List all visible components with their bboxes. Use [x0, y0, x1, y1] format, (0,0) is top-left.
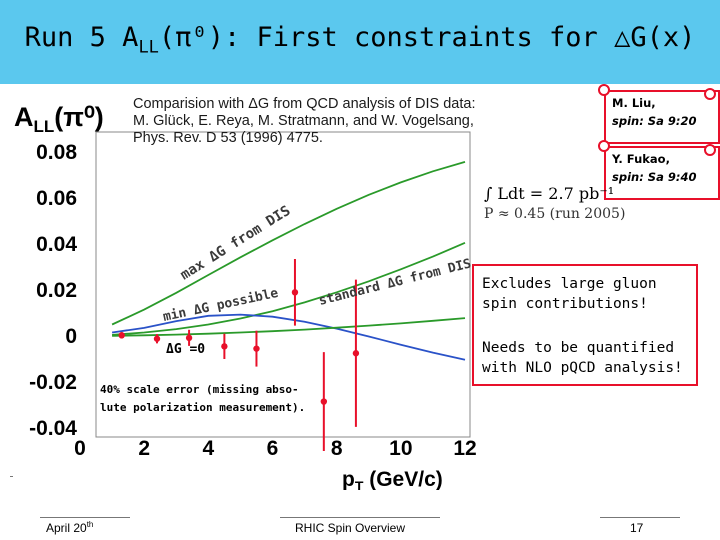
x-tick-label: 0: [74, 437, 86, 460]
luminosity-note: ∫ Ldt = 2.7 pb⁻¹ P ≈ 0.45 (run 2005): [484, 184, 625, 224]
theory-curve: [111, 161, 466, 326]
data-point: [291, 289, 299, 296]
speaker-1-tab-side: [704, 88, 716, 100]
y-tick-labels: 0.08 0.06 0.04 0.02 0 -0.02 -0.04: [29, 141, 77, 440]
y-tick-label: 0.04: [36, 233, 77, 256]
zero-dg-label: ΔG =0: [166, 342, 205, 357]
speaker-box-1: M. Liu, spin: Sa 9:20: [604, 90, 720, 144]
speaker-1-time: spin: Sa 9:20: [612, 114, 697, 128]
x-tick-labels: 0 2 4 6 8 10 12: [74, 437, 477, 460]
theory-curve: [112, 241, 466, 336]
integrated-luminosity: ∫ Ldt = 2.7 pb⁻¹: [484, 184, 615, 203]
footer-line-left: [40, 517, 130, 518]
footer-title: RHIC Spin Overview: [294, 521, 406, 535]
x-axis-label: pT (GeV/c): [342, 468, 443, 490]
title-subscript: LL: [138, 37, 159, 58]
reference-text: Comparision with ΔG from QCD analysis of…: [133, 96, 476, 146]
theory-curve: [111, 313, 466, 361]
data-point: [320, 398, 328, 405]
theory-curve: [112, 317, 466, 337]
x-tick-label: 6: [267, 437, 279, 460]
data-points: [118, 258, 360, 451]
title-bar: [0, 0, 720, 84]
speaker-2-tab-top: [598, 140, 610, 152]
conclusion-text-2: Needs to be quantified with NLO pQCD ana…: [482, 340, 683, 376]
data-point: [352, 350, 360, 357]
title-main: Run 5 A: [24, 22, 139, 53]
small-mark: [10, 476, 13, 477]
speaker-2-name: Y. Fukao,: [612, 152, 670, 166]
y-tick-label: -0.02: [29, 371, 77, 394]
conclusion-box: [472, 264, 698, 386]
data-point: [221, 343, 228, 350]
y-tick-label: 0.06: [36, 187, 77, 210]
y-tick-label: 0.08: [36, 141, 77, 164]
y-tick-label: 0.02: [36, 279, 77, 302]
slide-title: Run 5 ALL(π⁰): First constraints for △G(…: [0, 22, 720, 57]
footer-line-right: [600, 517, 680, 518]
x-tick-label: 10: [389, 437, 412, 460]
data-point: [253, 345, 260, 352]
speaker-2-time: spin: Sa 9:40: [612, 170, 697, 184]
data-point: [185, 334, 193, 342]
speaker-2-tab-side: [704, 144, 716, 156]
data-point: [118, 332, 125, 339]
conclusion-text-1: Excludes large gluon spin contributions!: [482, 276, 657, 312]
footer-date: April 20th: [46, 520, 94, 535]
speaker-1-name: M. Liu,: [612, 96, 656, 110]
page-number: 17: [630, 521, 644, 535]
scale-error-note-line1: 40% scale error (missing abso-: [100, 383, 299, 396]
scale-error-note-line2: lute polarization measurement).: [100, 401, 305, 414]
polarization: P ≈ 0.45 (run 2005): [484, 206, 626, 222]
x-tick-label: 8: [331, 437, 343, 460]
speaker-box-2: Y. Fukao, spin: Sa 9:40: [604, 146, 720, 200]
x-tick-label: 12: [453, 437, 476, 460]
data-point: [153, 335, 161, 342]
theory-curves: [111, 161, 466, 361]
x-tick-label: 2: [138, 437, 150, 460]
title-rest: (π⁰): First constraints for △G(x): [158, 22, 696, 53]
asymmetry-plot: 0.08 0.06 0.04 0.02 0 -0.02 -0.04 0 2 4 6 8 10 12 AL…: [14, 102, 477, 490]
y-tick-label: 0: [65, 325, 77, 348]
footer-line-center: [280, 517, 440, 518]
speaker-1-tab-top: [598, 84, 610, 96]
y-axis-label: ALL(π⁰): [14, 102, 104, 136]
plot-frame: [95, 131, 471, 438]
y-tick-label: -0.04: [29, 417, 77, 440]
x-tick-label: 4: [202, 437, 214, 460]
